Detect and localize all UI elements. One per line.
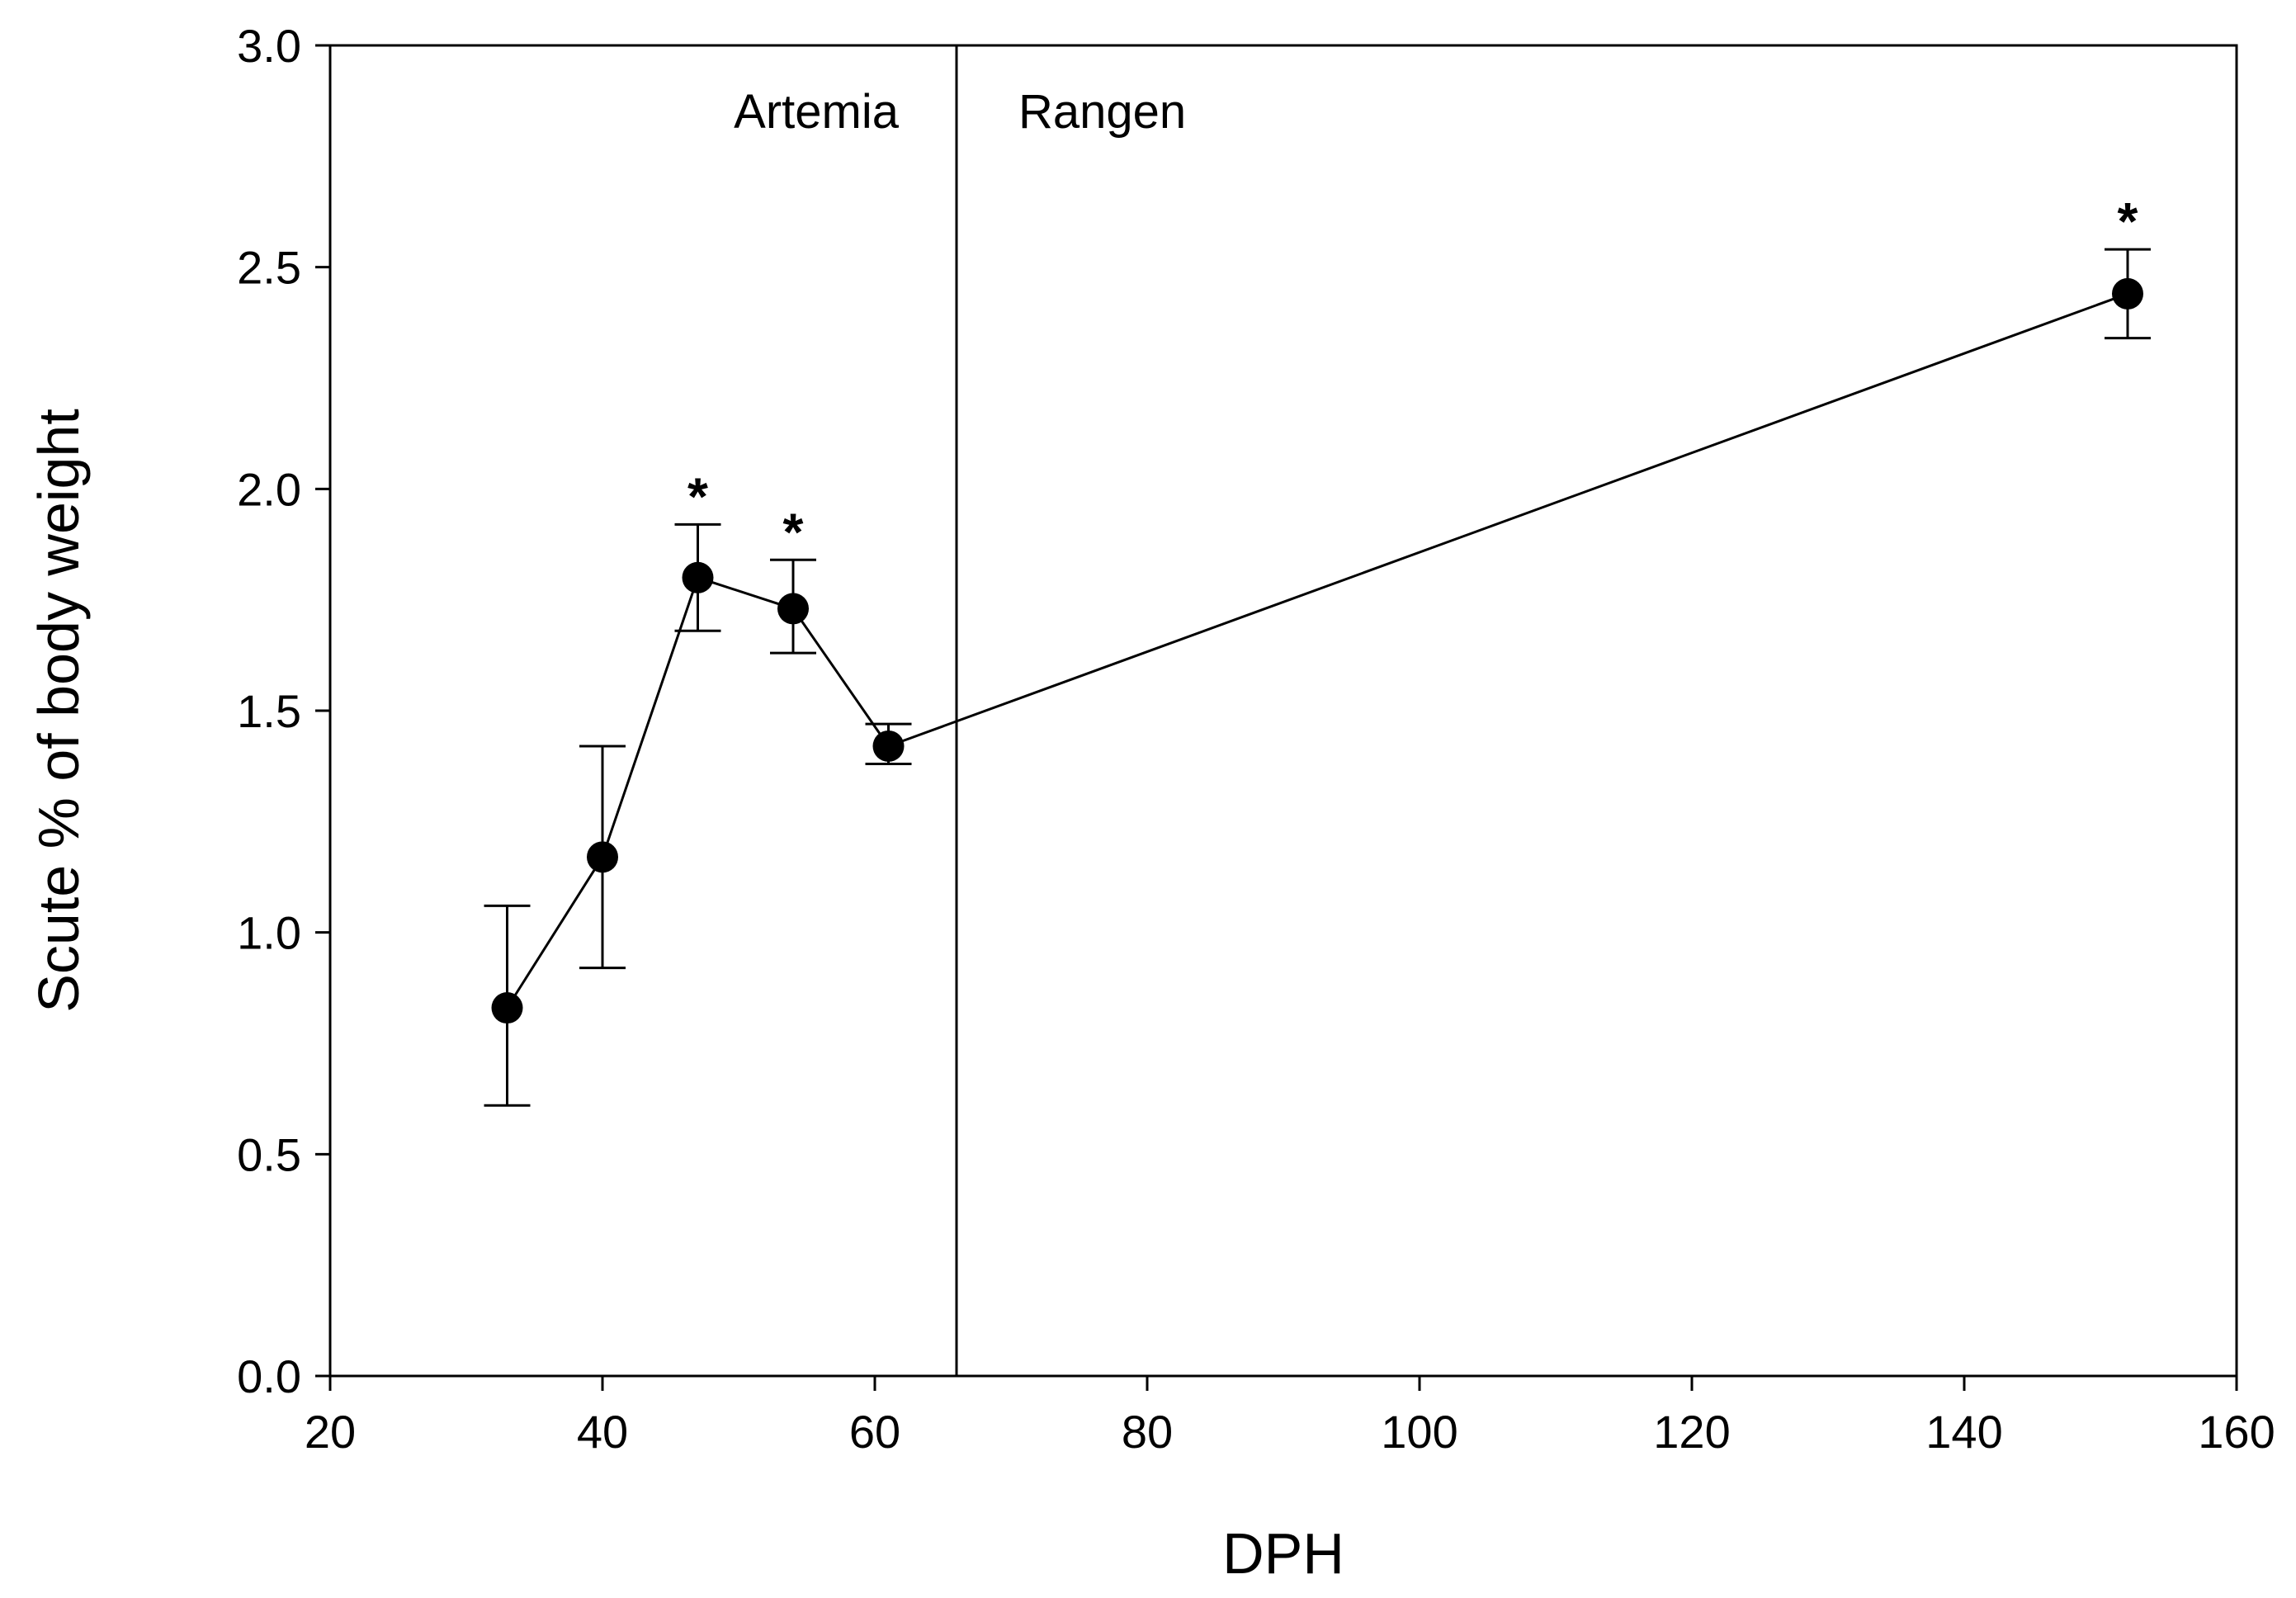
- data-point: [872, 730, 905, 762]
- data-point: [2112, 277, 2143, 310]
- region-label-artemia: Artemia: [734, 85, 900, 139]
- region-label-rangen: Rangen: [1018, 85, 1186, 139]
- y-tick-label: 3.0: [237, 20, 301, 72]
- x-tick-label: 140: [1925, 1406, 2002, 1458]
- significance-marks: * * *: [687, 191, 2138, 561]
- x-tick-label: 20: [305, 1406, 356, 1458]
- data-point: [491, 992, 523, 1024]
- x-tick-label: 80: [1122, 1406, 1173, 1458]
- y-tick-label: 1.5: [237, 685, 301, 737]
- x-tick-label: 40: [577, 1406, 628, 1458]
- data-points: [491, 277, 2143, 1024]
- significance-asterisk: *: [783, 502, 804, 561]
- series-line: [506, 292, 2128, 1009]
- y-axis-title: Scute % of body weight: [26, 409, 91, 1013]
- significance-asterisk: *: [687, 466, 708, 526]
- data-point: [682, 561, 714, 593]
- y-tick-label: 2.5: [237, 242, 301, 294]
- x-tick-label: 160: [2198, 1406, 2275, 1458]
- y-axis: 0.0 0.5 1.0 1.5 2.0 2.5 3.0: [237, 20, 330, 1402]
- x-tick-label: 120: [1653, 1406, 1730, 1458]
- significance-asterisk: *: [2118, 191, 2138, 251]
- data-point: [777, 593, 809, 625]
- plot-frame: [328, 44, 2238, 1378]
- y-tick-label: 0.0: [237, 1350, 301, 1402]
- y-tick-label: 1.0: [237, 907, 301, 959]
- x-tick-label: 60: [849, 1406, 900, 1458]
- y-tick-label: 2.0: [237, 463, 301, 515]
- x-axis: 20 40 60 80 100 120 140 160: [305, 1376, 2275, 1458]
- x-axis-title: DPH: [1222, 1521, 1344, 1586]
- data-point: [587, 841, 618, 873]
- x-tick-label: 100: [1381, 1406, 1457, 1458]
- y-tick-label: 0.5: [237, 1128, 301, 1180]
